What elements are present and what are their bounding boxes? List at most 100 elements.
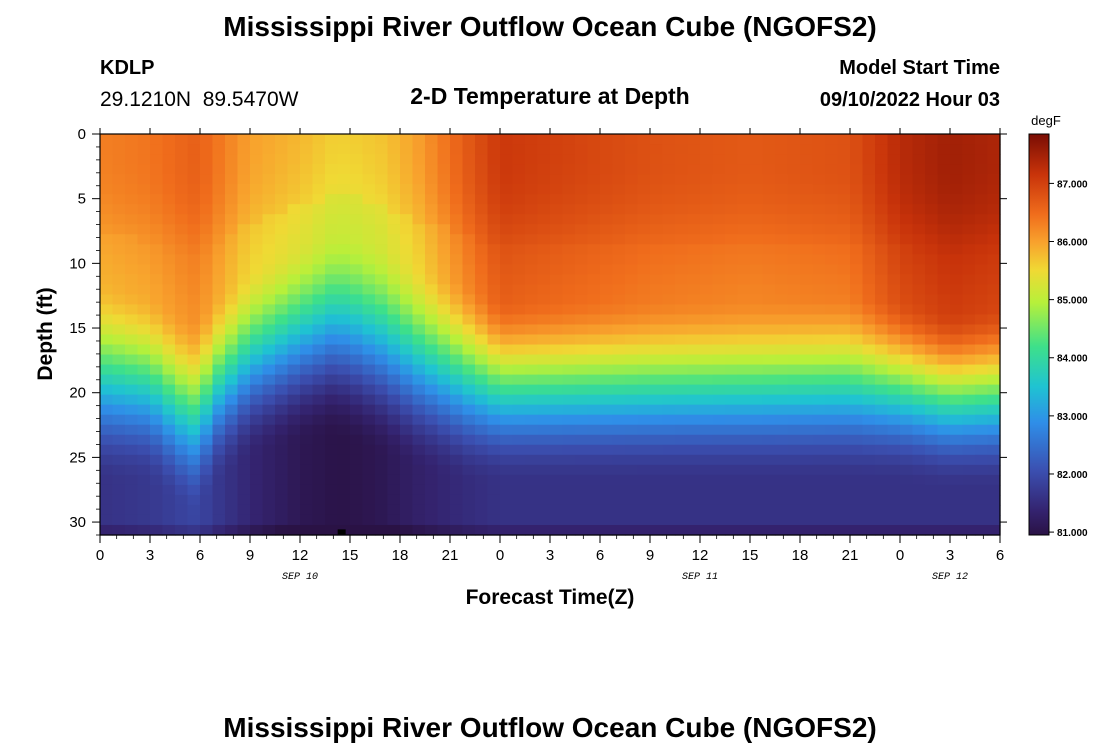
heatmap-cell (475, 274, 489, 285)
heatmap-cell (975, 244, 989, 255)
heatmap-cell (412, 174, 426, 185)
heatmap-cell (787, 424, 801, 436)
heatmap-cell (562, 204, 576, 215)
heatmap-cell (812, 294, 826, 306)
heatmap-cell (312, 494, 326, 506)
heatmap-cell (875, 514, 889, 526)
heatmap-cell (550, 404, 564, 416)
heatmap-cell (412, 444, 426, 456)
heatmap-cell (325, 274, 339, 285)
heatmap-cell (962, 494, 976, 506)
heatmap-cell (375, 274, 389, 285)
heatmap-cell (912, 434, 926, 446)
heatmap-cell (362, 134, 376, 145)
heatmap-cell (750, 384, 764, 396)
heatmap-cell (500, 264, 514, 275)
heatmap-cell (737, 464, 751, 476)
heatmap-cell (475, 464, 489, 476)
heatmap-cell (237, 264, 251, 275)
heatmap-cell (325, 174, 339, 185)
heatmap-cell (500, 284, 514, 296)
heatmap-cell (650, 514, 664, 526)
heatmap-cell (237, 444, 251, 456)
heatmap-cell (300, 464, 314, 476)
heatmap-cell (950, 394, 964, 406)
heatmap-cell (837, 244, 851, 255)
heatmap-cell (362, 394, 376, 406)
heatmap-cell (812, 384, 826, 396)
heatmap-cell (162, 234, 176, 245)
heatmap-cell (525, 224, 539, 235)
heatmap-cell (112, 504, 126, 516)
heatmap-cell (325, 154, 339, 165)
heatmap-cell (387, 354, 401, 366)
heatmap-cell (675, 324, 689, 336)
heatmap-cell (100, 414, 114, 426)
heatmap-cell (425, 424, 439, 436)
heatmap-cell (612, 294, 626, 306)
heatmap-cell (962, 434, 976, 446)
heatmap-cell (787, 334, 801, 346)
heatmap-cell (162, 354, 176, 366)
heatmap-cell (325, 244, 339, 255)
heatmap-cell (425, 134, 439, 145)
heatmap-cell (275, 254, 289, 265)
heatmap-cell (662, 204, 676, 215)
heatmap-cell (900, 454, 914, 466)
heatmap-cell (812, 424, 826, 436)
heatmap-cell (262, 324, 276, 336)
heatmap-cell (425, 344, 439, 356)
heatmap-cell (912, 464, 926, 476)
heatmap-cell (687, 494, 701, 506)
heatmap-cell (725, 384, 739, 396)
heatmap-cell (925, 284, 939, 296)
heatmap-cell (400, 374, 414, 386)
heatmap-cell (687, 254, 701, 265)
heatmap-cell (762, 384, 776, 396)
heatmap-cell (137, 294, 151, 306)
heatmap-cell (975, 354, 989, 366)
heatmap-cell (650, 254, 664, 265)
heatmap-cell (900, 294, 914, 306)
heatmap-cell (137, 214, 151, 225)
heatmap-cell (962, 284, 976, 296)
heatmap-cell (825, 314, 839, 326)
heatmap-cell (812, 504, 826, 516)
heatmap-cell (625, 444, 639, 456)
heatmap-cell (387, 444, 401, 456)
heatmap-cell (437, 444, 451, 456)
heatmap-cell (837, 264, 851, 275)
heatmap-cell (937, 154, 951, 165)
heatmap-cell (500, 214, 514, 225)
heatmap-cell (425, 444, 439, 456)
heatmap-cell (287, 514, 301, 526)
heatmap-cell (537, 154, 551, 165)
heatmap-cell (700, 144, 714, 155)
heatmap-cell (162, 514, 176, 526)
heatmap-cell (925, 344, 939, 356)
heatmap-cell (150, 424, 164, 436)
heatmap-cell (987, 174, 1001, 185)
heatmap-cell (250, 294, 264, 306)
heatmap-cell (462, 434, 476, 446)
heatmap-cell (287, 304, 301, 316)
heatmap-cell (762, 264, 776, 275)
heatmap-cell (937, 474, 951, 486)
heatmap-cell (937, 344, 951, 356)
heatmap-cell (512, 164, 526, 175)
heatmap-cell (850, 344, 864, 356)
heatmap-cell (400, 464, 414, 476)
heatmap-cell (987, 324, 1001, 336)
heatmap-cell (400, 324, 414, 336)
heatmap-cell (250, 304, 264, 316)
heatmap-cell (650, 304, 664, 316)
heatmap-cell (375, 204, 389, 215)
heatmap-cell (587, 344, 601, 356)
heatmap-cell (212, 214, 226, 225)
heatmap-cell (237, 374, 251, 386)
heatmap-cell (312, 354, 326, 366)
heatmap-cell (762, 214, 776, 225)
heatmap-cell (975, 274, 989, 285)
heatmap-cell (450, 374, 464, 386)
heatmap-cell (125, 144, 139, 155)
